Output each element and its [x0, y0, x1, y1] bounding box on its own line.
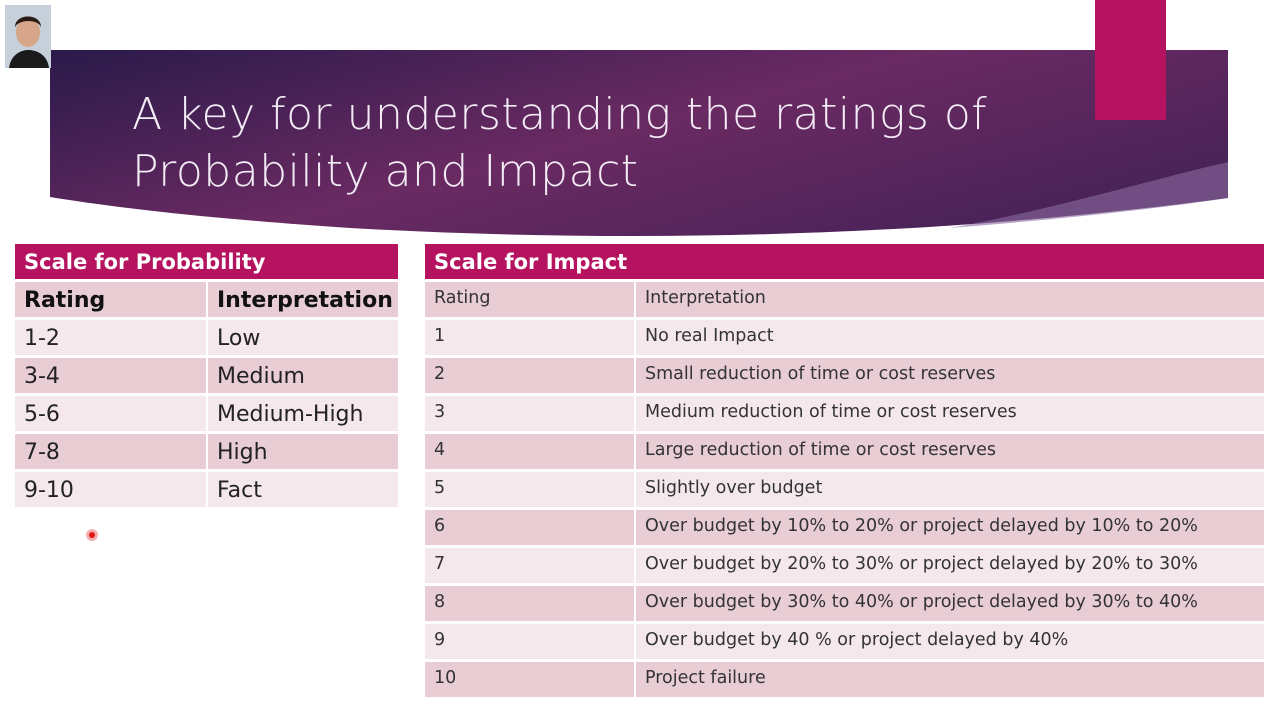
table-row: 3 Medium reduction of time or cost reserv… — [425, 393, 1264, 431]
header-interpretation: Interpretation — [206, 282, 398, 317]
presenter-photo — [5, 5, 51, 68]
title-line-1: A key for understanding the ratings of — [132, 89, 988, 140]
rating-cell: 5-6 — [24, 402, 60, 427]
interpretation-cell: Medium — [206, 358, 398, 393]
rating-cell: 1-2 — [24, 326, 60, 351]
header-interpretation: Interpretation — [634, 282, 1264, 317]
laser-pointer-cursor — [86, 529, 98, 541]
impact-table: Scale for Impact Rating Interpretation 1… — [425, 244, 1264, 697]
rating-cell: 7-8 — [24, 440, 60, 465]
rating-cell: 1 — [434, 326, 446, 346]
interpretation-cell: Fact — [206, 472, 398, 507]
interpretation-cell: Small reduction of time or cost reserves — [634, 358, 1264, 393]
interpretation-cell: Over budget by 40 % or project delayed b… — [634, 624, 1264, 659]
table-row: 8 Over budget by 30% to 40% or project de… — [425, 583, 1264, 621]
probability-table: Scale for Probability Rating Interpretat… — [15, 244, 398, 507]
interpretation-cell: No real Impact — [634, 320, 1264, 355]
interpretation-cell: Large reduction of time or cost reserves — [634, 434, 1264, 469]
title-line-2: Probability and Impact — [132, 146, 639, 197]
rating-cell: 5 — [434, 478, 446, 498]
table-row: 7 Over budget by 20% to 30% or project de… — [425, 545, 1264, 583]
table-row: 10 Project failure — [425, 659, 1264, 697]
interpretation-cell: Over budget by 30% to 40% or project del… — [634, 586, 1264, 621]
probability-table-title: Scale for Probability — [15, 244, 398, 279]
rating-cell: 3-4 — [24, 364, 60, 389]
interpretation-cell: Medium-High — [206, 396, 398, 431]
interpretation-cell: Over budget by 10% to 20% or project del… — [634, 510, 1264, 545]
table-row: 9-10 Fact — [15, 469, 398, 507]
accent-bar — [1095, 0, 1166, 120]
impact-table-title: Scale for Impact — [425, 244, 1264, 279]
table-row: 3-4 Medium — [15, 355, 398, 393]
table-header-row: Rating Interpretation — [425, 279, 1264, 317]
header-rating: Rating — [434, 288, 491, 308]
interpretation-cell: Medium reduction of time or cost reserve… — [634, 396, 1264, 431]
table-row: 5 Slightly over budget — [425, 469, 1264, 507]
table-row: 4 Large reduction of time or cost reserve… — [425, 431, 1264, 469]
header-rating: Rating — [24, 288, 106, 313]
rating-cell: 3 — [434, 402, 446, 422]
interpretation-cell: Low — [206, 320, 398, 355]
rating-cell: 9-10 — [24, 478, 74, 503]
title-banner — [50, 50, 1228, 237]
table-row: 1 No real Impact — [425, 317, 1264, 355]
rating-cell: 7 — [434, 554, 446, 574]
rating-cell: 10 — [434, 668, 457, 688]
interpretation-cell: Over budget by 20% to 30% or project del… — [634, 548, 1264, 583]
table-row: 2 Small reduction of time or cost reserve… — [425, 355, 1264, 393]
table-row: 5-6 Medium-High — [15, 393, 398, 431]
interpretation-cell: Slightly over budget — [634, 472, 1264, 507]
table-header-row: Rating Interpretation — [15, 279, 398, 317]
slide-title: A key for understanding the ratings of P… — [132, 86, 987, 200]
rating-cell: 4 — [434, 440, 446, 460]
rating-cell: 6 — [434, 516, 446, 536]
table-row: 1-2 Low — [15, 317, 398, 355]
table-row: 9 Over budget by 40 % or project delayed … — [425, 621, 1264, 659]
table-row: 6 Over budget by 10% to 20% or project de… — [425, 507, 1264, 545]
rating-cell: 2 — [434, 364, 446, 384]
table-row: 7-8 High — [15, 431, 398, 469]
interpretation-cell: High — [206, 434, 398, 469]
rating-cell: 9 — [434, 630, 446, 650]
interpretation-cell: Project failure — [634, 662, 1264, 697]
rating-cell: 8 — [434, 592, 446, 612]
